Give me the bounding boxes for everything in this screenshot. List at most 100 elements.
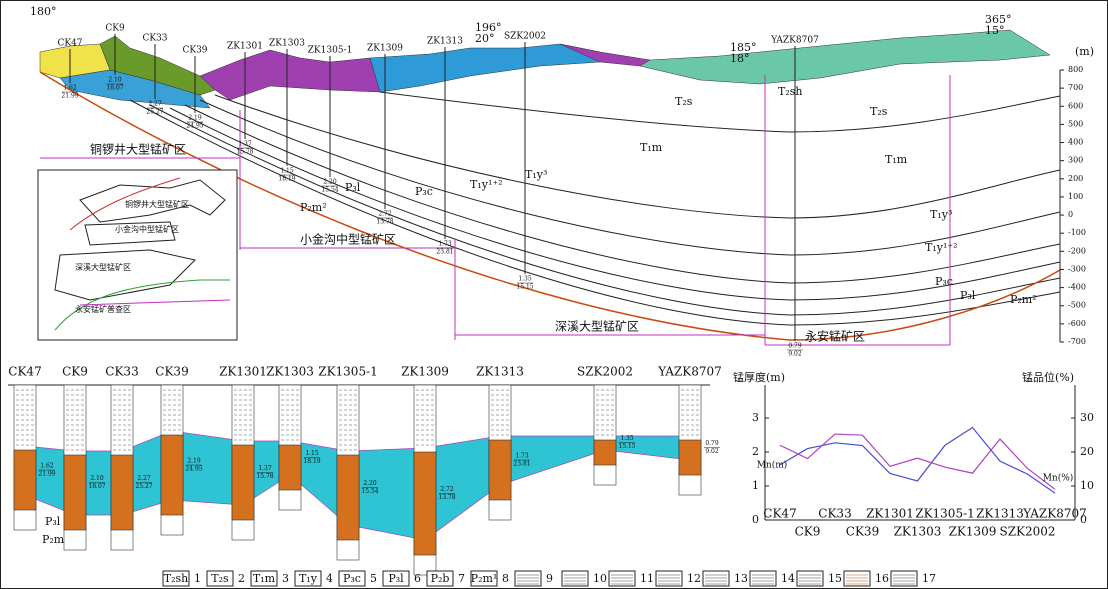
- stratum-label: P₃l: [345, 181, 361, 194]
- x-tick-label: ZK1303: [894, 525, 942, 539]
- ore-bed: [161, 435, 183, 515]
- stratum-label: T₁m: [885, 153, 908, 166]
- grade-label: 24.95: [185, 466, 202, 473]
- x-tick-label: SZK2002: [999, 525, 1055, 539]
- x-tick-label: ZK1305-1: [915, 507, 975, 521]
- thickness-label: 1.62: [40, 463, 54, 470]
- thickness-label: 2.10: [90, 475, 104, 482]
- stratum-label: T₁y¹⁺²: [925, 241, 958, 254]
- x-tick-label: ZK1301: [866, 507, 914, 521]
- grade-label: 15.78: [236, 149, 253, 156]
- column-name: CK47: [8, 365, 41, 379]
- column-name: ZK1305-1: [318, 365, 378, 379]
- inset-label: 深溪大型锰矿区: [75, 262, 131, 272]
- grade-label: 18.19: [278, 176, 295, 183]
- strike-label: 180°: [30, 5, 57, 18]
- y2-axis-title: 锰品位(%): [1022, 370, 1074, 384]
- legend-number: 3: [282, 572, 289, 585]
- ore-bed: [232, 445, 254, 520]
- y-tick-label: 0: [752, 513, 759, 526]
- ore-bed: [414, 452, 436, 555]
- legend-number: 8: [502, 572, 509, 585]
- zone-label: 深溪大型锰矿区: [555, 319, 639, 334]
- thickness-label: 1.73: [438, 241, 452, 248]
- column-name: ZK1309: [401, 365, 449, 379]
- column-name: YAZK8707: [657, 365, 722, 379]
- elevation-label: 700: [1068, 83, 1083, 92]
- legend-symbol-text: T₂s: [211, 572, 229, 585]
- legend-symbol-text: T₂sh: [164, 572, 188, 585]
- elevation-label: -400: [1068, 283, 1086, 292]
- legend-number: 6: [414, 572, 421, 585]
- elevation-label: 600: [1068, 101, 1083, 110]
- y2-tick-label: 20: [1080, 445, 1094, 458]
- hole-name: CK9: [105, 24, 125, 34]
- elevation-label: -500: [1068, 301, 1086, 310]
- legend-symbol-text: P₂b: [431, 572, 450, 585]
- thickness-label: 0.79: [788, 343, 802, 350]
- elevation-label: -200: [1068, 246, 1086, 255]
- legend-number: 2: [238, 572, 245, 585]
- hole-name: ZK1305-1: [308, 46, 353, 56]
- stratum-label: T₁y³: [525, 168, 547, 181]
- hole-name: SZK2002: [504, 32, 546, 42]
- thickness-label: 2.27: [137, 475, 151, 482]
- elevation-label: 800: [1068, 65, 1083, 74]
- dip-label: 20°: [475, 32, 495, 45]
- y-tick-label: 2: [752, 445, 759, 458]
- column-name: CK9: [62, 365, 88, 379]
- grade-label: 15.78: [256, 473, 273, 480]
- elevation-label: 500: [1068, 119, 1083, 128]
- grade-label: 9.02: [788, 351, 802, 358]
- hole-name: ZK1303: [269, 39, 305, 49]
- legend-symbol-text: P₃l: [388, 572, 404, 585]
- x-tick-label: YAZK8707: [1022, 507, 1087, 521]
- elevation-label: 200: [1068, 174, 1083, 183]
- grade-label: 13.78: [376, 219, 393, 226]
- x-tick-label: ZK1309: [949, 525, 997, 539]
- ore-bed: [489, 440, 511, 500]
- grade-label: 21.99: [61, 93, 78, 100]
- grade-label: 18.07: [106, 85, 123, 92]
- thickness-label: 0.79: [705, 440, 719, 447]
- elevation-label: -300: [1068, 264, 1086, 273]
- column-name: ZK1301: [219, 365, 267, 379]
- ore-bed: [64, 455, 86, 530]
- x-tick-label: ZK1313: [976, 507, 1024, 521]
- elevation-unit: (m): [1075, 45, 1094, 58]
- ore-bed: [337, 455, 359, 540]
- legend-number: 12: [687, 572, 701, 585]
- elevation-label: 100: [1068, 192, 1083, 201]
- stratum-label: T₁y³: [930, 208, 952, 221]
- diagram: 180°196°20°185°18°365°15°(m)800700600500…: [0, 0, 1108, 589]
- column-name: ZK1303: [266, 365, 314, 379]
- column-name: CK33: [105, 365, 138, 379]
- stratum-label: T₁y¹⁺²: [470, 178, 503, 191]
- column-label: P₂m: [42, 533, 65, 546]
- grade-label: 25.27: [146, 109, 163, 116]
- grade-label: 21.99: [38, 471, 55, 478]
- column-label: P₃l: [45, 515, 61, 528]
- thickness-label: 1.15: [280, 168, 294, 175]
- dip-label: 18°: [730, 52, 750, 65]
- ore-bed: [594, 440, 616, 465]
- legend-number: 16: [875, 572, 889, 585]
- dip-label: 15°: [985, 24, 1005, 37]
- hole-name: ZK1301: [227, 42, 263, 52]
- stratum-label: T₂s: [675, 95, 693, 108]
- grade-label: 15.54: [321, 187, 338, 194]
- grade-label: 25.27: [135, 483, 152, 490]
- zone-label: 永安锰矿区: [805, 329, 865, 344]
- inset-label: 永安锰矿普查区: [75, 304, 131, 314]
- legend-number: 4: [326, 572, 333, 585]
- stratum-label: P₃c: [935, 275, 953, 288]
- thickness-label: 2.19: [187, 458, 201, 465]
- stratum-label: T₂sh: [778, 85, 802, 98]
- x-tick-label: CK9: [795, 525, 821, 539]
- grade-label: 23.81: [436, 249, 453, 256]
- elevation-label: 0: [1068, 210, 1073, 219]
- thickness-label: 2.27: [148, 101, 162, 108]
- stratum-label: T₂s: [870, 105, 888, 118]
- inset-label: 小金沟中型锰矿区: [115, 224, 179, 234]
- legend-number: 14: [781, 572, 795, 585]
